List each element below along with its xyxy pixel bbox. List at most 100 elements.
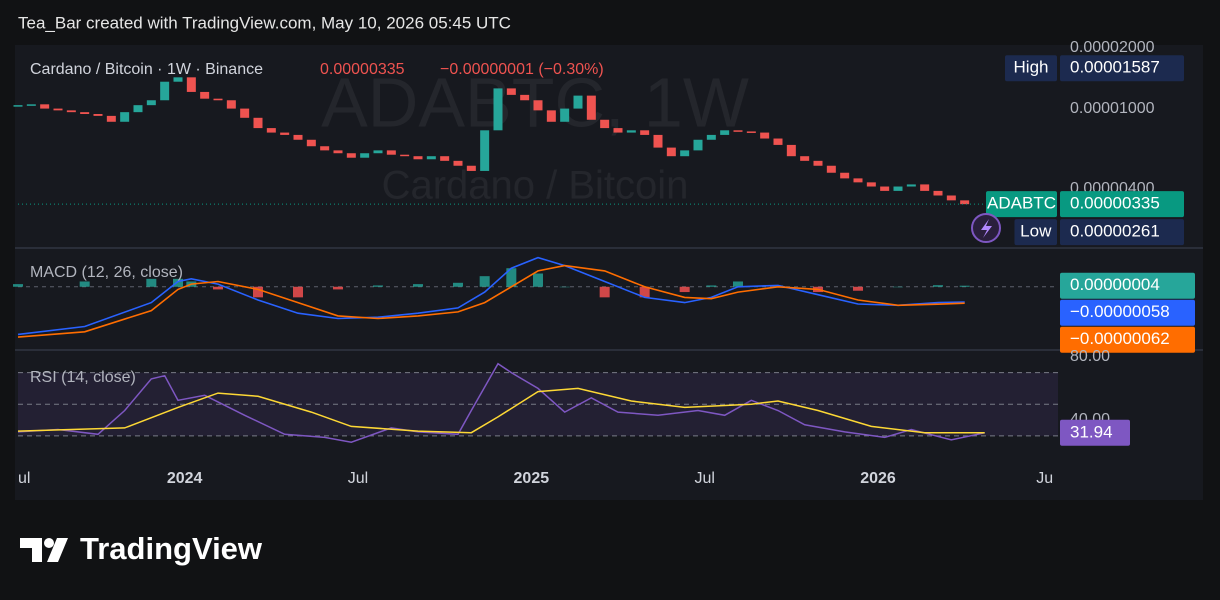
histogram-bar	[533, 273, 543, 287]
x-tick-label: Jul	[348, 470, 368, 487]
candle	[66, 110, 76, 113]
candle	[560, 108, 570, 122]
price-change: −0.00000001 (−0.30%)	[440, 61, 604, 78]
candle	[933, 190, 943, 196]
candle	[600, 119, 610, 129]
marker-value-box	[1060, 55, 1184, 82]
candle	[866, 182, 876, 187]
candle	[160, 81, 170, 101]
candle	[626, 130, 636, 133]
candle	[493, 88, 503, 131]
attribution: Tea_Bar created with TradingView.com, Ma…	[18, 13, 511, 32]
x-tick-label: ul	[18, 470, 30, 487]
candle	[333, 150, 343, 154]
rsi-legend: RSI (14, close)	[30, 369, 136, 386]
value-label-box	[1060, 326, 1195, 353]
y-tick-label: 0.00001000	[1070, 100, 1155, 117]
x-tick-label: 2026	[860, 470, 896, 487]
macd-line	[17, 264, 965, 338]
value-label: 31.94	[1070, 422, 1113, 441]
candle	[133, 105, 143, 113]
histogram-bar	[599, 286, 610, 298]
candle	[840, 172, 850, 179]
macd-legend: MACD (12, 26, close)	[30, 264, 183, 281]
value-label: −0.00000062	[1070, 329, 1170, 348]
histogram-bar	[893, 286, 903, 288]
candle	[573, 95, 583, 109]
value-label: −0.00000058	[1070, 302, 1170, 321]
value-label: 0.00000004	[1070, 275, 1160, 294]
histogram-bar	[453, 282, 463, 287]
histogram-bar	[733, 281, 743, 287]
watermark: Cardano / Bitcoin	[382, 164, 689, 208]
candle	[440, 156, 450, 161]
marker-value: 0.00000335	[1070, 194, 1160, 213]
candle	[693, 139, 703, 151]
candle	[533, 100, 543, 111]
marker-value-box	[1060, 219, 1184, 246]
candle	[786, 144, 796, 157]
histogram-bar	[853, 286, 863, 291]
candle	[506, 88, 516, 95]
histogram-bar	[479, 276, 490, 287]
x-tick-label: Jul	[694, 470, 714, 487]
candle	[613, 128, 623, 133]
candle	[400, 154, 410, 157]
candle	[266, 128, 276, 133]
x-tick-label: 2025	[514, 470, 550, 487]
y-tick-label: 80.00	[1070, 348, 1110, 365]
candle	[880, 186, 890, 191]
y-tick-label: 0.00002000	[1070, 39, 1155, 56]
logo-shape	[20, 538, 42, 562]
marker-value: 0.00001587	[1070, 58, 1160, 77]
candle	[946, 195, 956, 201]
candle	[960, 200, 970, 205]
candle	[760, 132, 770, 139]
candle	[146, 100, 156, 106]
candle	[280, 132, 290, 135]
candle	[240, 108, 250, 118]
candle	[13, 105, 23, 107]
candle	[746, 131, 756, 133]
candle	[320, 146, 330, 151]
candle	[40, 104, 50, 109]
candle	[306, 139, 316, 147]
candle	[120, 112, 130, 122]
rsi-line	[17, 362, 985, 443]
candle	[373, 150, 383, 154]
candle	[853, 178, 863, 183]
marker-value-box	[1060, 191, 1184, 218]
marker-label: High	[1014, 58, 1049, 77]
candle	[773, 138, 783, 145]
candle	[253, 117, 263, 129]
alert-bolt	[981, 219, 992, 238]
candle	[893, 186, 903, 191]
candle	[386, 150, 396, 155]
candle	[200, 91, 210, 99]
candle	[466, 165, 476, 171]
candle	[720, 130, 730, 135]
histogram-bar	[333, 286, 343, 290]
x-tick-label: Ju	[1036, 470, 1053, 487]
candle	[706, 134, 716, 140]
histogram-bar	[933, 285, 943, 287]
histogram-bar	[253, 286, 263, 298]
histogram-bar	[679, 286, 690, 293]
histogram-bar	[146, 278, 157, 287]
histogram-bar	[959, 285, 970, 287]
candle	[53, 108, 63, 111]
candle	[920, 184, 930, 191]
marker-label-box	[1014, 219, 1057, 246]
candle	[586, 95, 596, 120]
candle	[826, 165, 836, 173]
candle	[520, 94, 530, 101]
histogram-bar	[506, 268, 517, 287]
candle	[733, 130, 743, 132]
candle	[26, 104, 36, 106]
symbol-legend: Cardano / Bitcoin · 1W · Binance	[30, 61, 263, 78]
marker-label-box	[986, 191, 1057, 218]
logo-icon	[20, 538, 68, 562]
histogram-bar	[559, 286, 570, 288]
